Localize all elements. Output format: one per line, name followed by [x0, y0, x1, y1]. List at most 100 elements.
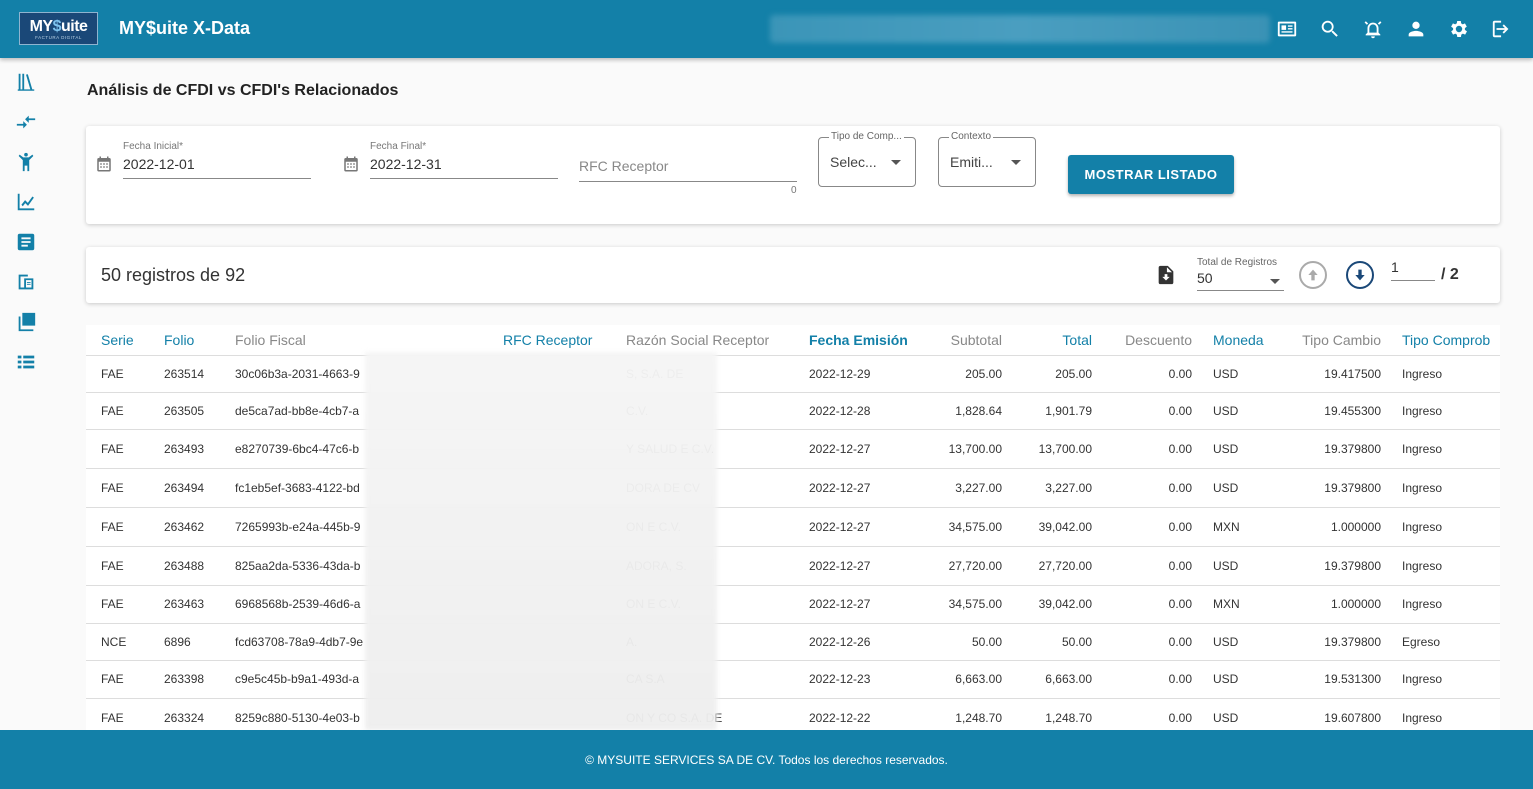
column-header-folio[interactable]: Folio	[149, 325, 220, 356]
cell-tipo-cambio: 19.531300	[1282, 660, 1387, 699]
chevron-down-icon	[1011, 160, 1021, 165]
cell-serie: FAE	[86, 585, 149, 624]
sidebar-item-compare[interactable]	[0, 102, 52, 142]
redacted-company-name	[770, 15, 1270, 43]
column-header-folio-fiscal: Folio Fiscal	[220, 325, 488, 356]
cell-fecha-emision: 2022-12-26	[794, 623, 916, 661]
cell-subtotal: 34,575.00	[916, 585, 1008, 624]
cell-tipo-cambio: 19.379800	[1282, 546, 1387, 586]
arrow-down-icon	[1355, 269, 1365, 281]
cell-descuento: 0.00	[1098, 698, 1198, 730]
logout-icon[interactable]	[1480, 14, 1523, 44]
sidebar-item-chart[interactable]	[0, 182, 52, 222]
cell-folio: 263462	[149, 507, 220, 547]
calendar-icon[interactable]	[342, 155, 360, 173]
compare-arrows-icon	[16, 115, 36, 129]
alarm-icon[interactable]	[1351, 14, 1394, 44]
page-title: Análisis de CFDI vs CFDI's Relacionados	[87, 82, 399, 99]
records-summary: 50 registros de 92	[101, 265, 246, 285]
footer: © MYSUITE SERVICES SA DE CV. Todos los d…	[0, 730, 1533, 789]
table-row[interactable]: NCE6896fcd63708-78a9-4db7-9eA.2022-12-26…	[86, 623, 1500, 661]
previous-page-button[interactable]	[1299, 261, 1327, 289]
cell-serie: FAE	[86, 392, 149, 430]
column-header-moneda[interactable]: Moneda	[1198, 325, 1282, 356]
cell-serie: FAE	[86, 355, 149, 393]
cell-tipo-cambio: 19.379800	[1282, 623, 1387, 661]
rfc-receptor-field[interactable]: RFC Receptor	[579, 158, 797, 182]
next-page-button[interactable]	[1346, 261, 1374, 289]
column-header-serie[interactable]: Serie	[86, 325, 149, 356]
fecha-inicial-field[interactable]: Fecha Inicial* 2022-12-01	[123, 141, 311, 179]
page-number-underline	[1391, 280, 1435, 281]
top-app-bar: MY$uite FACTURA DIGITAL MY$uite X-Data	[0, 0, 1533, 58]
contexto-value: Emiti...	[950, 154, 993, 170]
cell-moneda: MXN	[1198, 585, 1282, 624]
cell-moneda: USD	[1198, 698, 1282, 730]
sidebar-item-list[interactable]	[0, 342, 52, 382]
rfc-receptor-underline	[579, 181, 797, 182]
rfc-receptor-placeholder[interactable]: RFC Receptor	[579, 158, 669, 174]
cell-tipo-cambio: 19.379800	[1282, 468, 1387, 508]
contexto-label: Contexto	[949, 131, 994, 142]
file-export-icon[interactable]	[1155, 264, 1177, 286]
sidebar-item-person[interactable]	[0, 142, 52, 182]
chart-line-icon	[17, 193, 35, 211]
cell-folio: 6896	[149, 623, 220, 661]
cell-descuento: 0.00	[1098, 429, 1198, 469]
cell-subtotal: 1,248.70	[916, 698, 1008, 730]
cell-tipo-comprobante: Ingreso	[1387, 660, 1500, 699]
cell-total: 39,042.00	[1008, 507, 1098, 547]
cell-tipo-comprobante: Egreso	[1387, 623, 1500, 661]
cell-serie: FAE	[86, 546, 149, 586]
cell-fecha-emision: 2022-12-27	[794, 585, 916, 624]
column-header-tipo-comprobante[interactable]: Tipo Comprob	[1387, 325, 1500, 356]
news-icon[interactable]	[1265, 14, 1308, 44]
column-header-tipo-cambio: Tipo Cambio	[1282, 325, 1387, 356]
fecha-final-value[interactable]: 2022-12-31	[370, 156, 442, 172]
sidebar-item-document-sync[interactable]	[0, 262, 52, 302]
cell-descuento: 0.00	[1098, 355, 1198, 393]
article-icon	[17, 233, 35, 251]
cell-total: 1,901.79	[1008, 392, 1098, 430]
fecha-final-field[interactable]: Fecha Final* 2022-12-31	[370, 141, 558, 179]
page-number-value[interactable]: 1	[1391, 259, 1399, 275]
total-registros-label: Total de Registros	[1197, 257, 1278, 268]
calendar-icon[interactable]	[95, 155, 113, 173]
total-registros-select[interactable]: Total de Registros 50	[1197, 257, 1284, 291]
fecha-inicial-label: Fecha Inicial*	[123, 141, 184, 152]
page-number-input[interactable]: 1	[1391, 259, 1435, 281]
tipo-comprobante-select[interactable]: Tipo de Comp... Selec...	[818, 131, 916, 187]
sidebar-item-article[interactable]	[0, 222, 52, 262]
app-title: MY$uite X-Data	[119, 18, 251, 38]
total-registros-value: 50	[1197, 270, 1213, 286]
cell-tipo-comprobante: Ingreso	[1387, 507, 1500, 547]
sidebar-item-library[interactable]	[0, 62, 52, 102]
contexto-select[interactable]: Contexto Emiti...	[938, 131, 1036, 187]
cell-serie: NCE	[86, 623, 149, 661]
fecha-inicial-value[interactable]: 2022-12-01	[123, 156, 195, 172]
user-icon[interactable]	[1394, 14, 1437, 44]
settings-icon[interactable]	[1437, 14, 1480, 44]
mostrar-listado-button[interactable]: MOSTRAR LISTADO	[1068, 155, 1234, 194]
app-logo[interactable]: MY$uite FACTURA DIGITAL	[19, 12, 98, 45]
column-header-fecha-emision[interactable]: Fecha Emisión	[794, 325, 916, 356]
cell-descuento: 0.00	[1098, 507, 1198, 547]
column-header-total[interactable]: Total	[1008, 325, 1098, 356]
cell-tipo-cambio: 19.455300	[1282, 392, 1387, 430]
table-row[interactable]: FAE263505de5ca7ad-bb8e-4cb7-aC.V.2022-12…	[86, 392, 1500, 430]
cell-serie: FAE	[86, 660, 149, 699]
cell-serie: FAE	[86, 507, 149, 547]
cell-serie: FAE	[86, 468, 149, 508]
sidebar-item-collections[interactable]	[0, 302, 52, 342]
column-header-rfc-receptor[interactable]: RFC Receptor	[488, 325, 611, 356]
person-icon	[18, 152, 34, 172]
search-icon[interactable]	[1308, 14, 1351, 44]
